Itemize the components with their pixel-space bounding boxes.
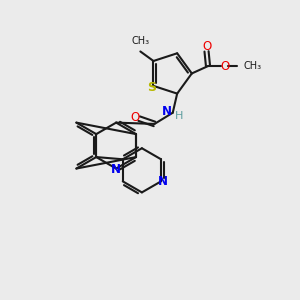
Text: O: O [202, 40, 211, 53]
Text: N: N [158, 175, 167, 188]
Text: O: O [130, 111, 140, 124]
Text: N: N [111, 163, 121, 176]
Text: O: O [220, 60, 230, 73]
Text: CH₃: CH₃ [243, 61, 261, 71]
Text: N: N [162, 105, 172, 118]
Text: S: S [147, 81, 156, 94]
Text: CH₃: CH₃ [131, 36, 149, 46]
Text: H: H [175, 111, 183, 121]
